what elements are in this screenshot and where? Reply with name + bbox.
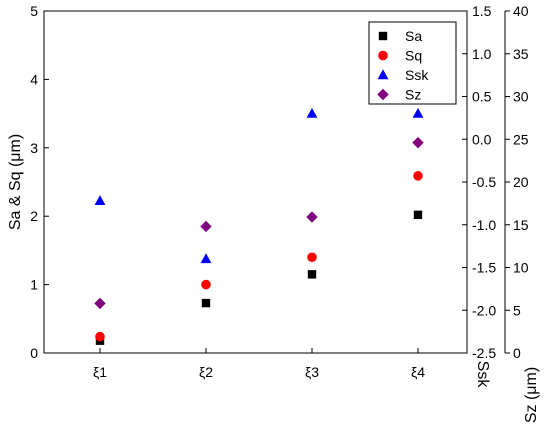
ssk-axis-title: Ssk: [474, 361, 491, 389]
sz-tick-label: 25: [513, 131, 529, 147]
sz-tick-label: 35: [513, 46, 529, 62]
sa-point: [413, 210, 423, 220]
sz-tick-label: 15: [513, 217, 529, 233]
left-tick-label: 0: [30, 345, 38, 361]
sq-point: [95, 331, 105, 342]
ssk-tick-label: 0.5: [472, 89, 492, 105]
ssk-tick-label: 1.0: [472, 46, 492, 62]
ssk-tick-label: 0.0: [472, 131, 492, 147]
x-tick-label: ξ2: [199, 364, 213, 380]
ssk-point: [412, 107, 424, 118]
sq-point: [201, 279, 211, 290]
left-tick-label: 5: [30, 3, 38, 19]
x-tick-label: ξ3: [305, 364, 319, 380]
legend-marker-ssk: [377, 69, 389, 80]
sz-point: [94, 297, 106, 310]
sz-tick-label: 10: [513, 260, 529, 276]
sz-point: [306, 211, 318, 223]
legend-marker-sz: [377, 88, 389, 101]
sz-tick-label: 0: [513, 345, 521, 361]
sq-point: [413, 171, 423, 181]
ssk-tick-label: -1.0: [472, 217, 496, 233]
ssk-tick-label: -0.5: [472, 174, 496, 190]
ssk-tick-label: -2.5: [472, 345, 496, 361]
sz-tick-label: 30: [513, 89, 529, 105]
legend-label-ssk: Ssk: [405, 67, 429, 83]
left-tick-label: 1: [30, 277, 38, 293]
left-tick-label: 3: [30, 140, 38, 156]
sz-tick-label: 5: [513, 302, 521, 318]
sz-tick-label: 40: [513, 3, 529, 19]
legend-marker-sa: [378, 31, 388, 41]
ssk-point: [306, 107, 318, 118]
sa-point: [201, 298, 211, 308]
legend-label-sz: Sz: [405, 87, 421, 103]
ssk-tick-label: 1.5: [472, 3, 492, 19]
ssk-point: [94, 195, 106, 206]
sa-point: [307, 270, 317, 279]
legend-label-sa: Sa: [405, 28, 422, 44]
sz-point: [412, 136, 424, 149]
ssk-tick-label: -1.5: [472, 260, 496, 276]
legend-label-sq: Sq: [405, 48, 422, 64]
left-tick-label: 4: [30, 71, 38, 87]
ssk-axis: -2.5 -2.0 -1.5 -1.0 -0.5 0.0 0.5 1.0 1.5: [462, 3, 496, 361]
sz-axis-title: Sz (μm): [523, 367, 540, 423]
legend: Sa Sq Ssk Sz: [368, 21, 457, 105]
left-axis: 0 1 2 3 4 5: [30, 3, 49, 361]
sz-axis: 0 5 10 15 20 25 30 35 40: [504, 3, 529, 361]
x-tick-label: ξ1: [93, 364, 107, 380]
ssk-point: [200, 253, 212, 264]
ssk-tick-label: -2.0: [472, 302, 496, 318]
x-axis: ξ1 ξ2 ξ3 ξ4: [93, 348, 425, 380]
data-marks: [94, 107, 424, 345]
left-tick-label: 2: [30, 208, 38, 224]
sz-point: [200, 220, 212, 233]
sz-tick-label: 20: [513, 174, 529, 190]
x-tick-label: ξ4: [411, 364, 425, 380]
sq-point: [307, 252, 317, 263]
legend-marker-sq: [378, 50, 388, 61]
left-axis-title: Sa & Sq (μm): [7, 134, 24, 230]
